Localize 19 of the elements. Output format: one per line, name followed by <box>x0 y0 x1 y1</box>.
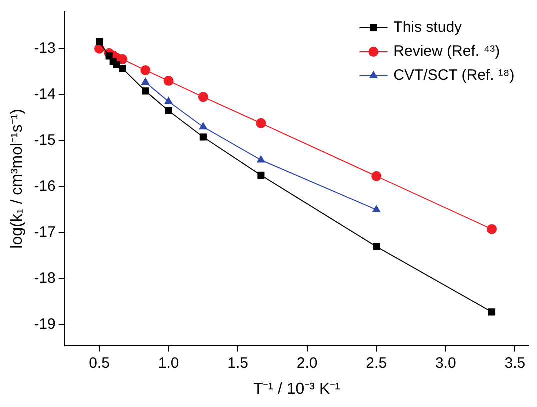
legend-label: This study <box>394 19 463 36</box>
y-tick-label: -19 <box>34 316 56 334</box>
y-tick-label: -16 <box>34 178 56 196</box>
x-tick-label: 2.5 <box>366 354 388 372</box>
y-axis-title: log(k₁ / cm³mol⁻¹s⁻¹) <box>9 108 26 249</box>
x-tick-label: 1.0 <box>158 354 180 372</box>
x-tick-label: 3.0 <box>435 354 456 372</box>
x-axis-title: T⁻¹ / 10⁻³ K⁻¹ <box>253 380 340 398</box>
legend-label: Review (Ref. ⁴³) <box>394 43 500 60</box>
legend-label: CVT/SCT (Ref. ¹⁸) <box>394 67 515 84</box>
y-tick-label: -13 <box>34 40 56 57</box>
y-tick-label: -15 <box>34 132 56 150</box>
y-tick-label: -18 <box>34 270 56 288</box>
x-tick-label: 1.5 <box>228 354 248 372</box>
x-tick-label: 2.0 <box>296 354 318 372</box>
y-tick-label: -17 <box>34 224 56 242</box>
y-tick-label: -14 <box>34 86 56 104</box>
x-tick-label: 0.5 <box>89 354 110 372</box>
x-tick-label: 3.5 <box>504 354 526 372</box>
